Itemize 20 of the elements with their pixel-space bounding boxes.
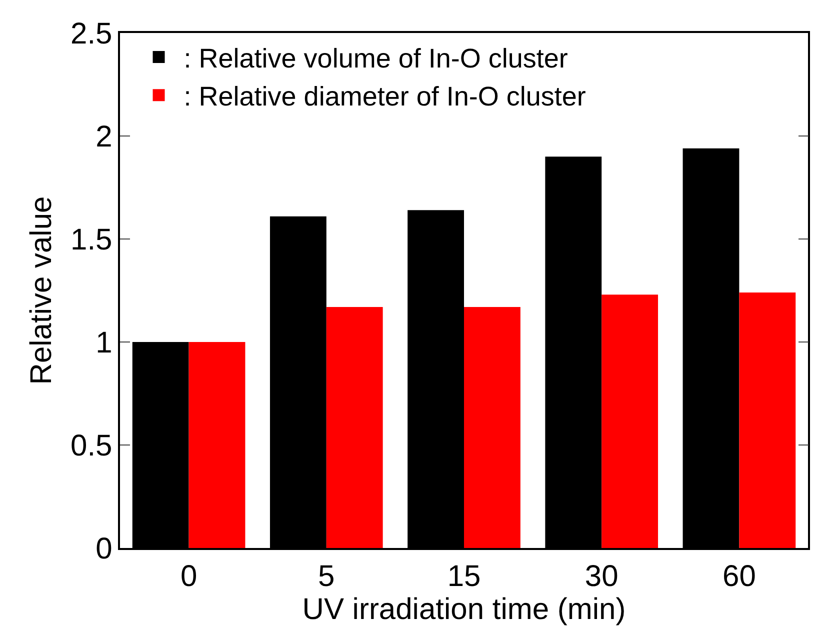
x-tick-label: 5 xyxy=(318,560,335,593)
x-tick-label: 15 xyxy=(447,560,481,593)
x-tick-label: 30 xyxy=(584,560,618,593)
legend-label: : Relative diameter of In-O cluster xyxy=(184,82,586,112)
bar xyxy=(739,292,796,548)
y-tick-label: 0.5 xyxy=(70,430,112,462)
x-tick-label: 0 xyxy=(180,560,198,593)
legend-label: : Relative volume of In-O cluster xyxy=(184,44,568,74)
y-tick-label: 1 xyxy=(96,326,112,360)
y-tick-label: 2.5 xyxy=(70,18,112,50)
x-axis-title: UV irradiation time (min) xyxy=(302,592,626,626)
y-tick-label: 2 xyxy=(96,120,112,154)
bar xyxy=(464,306,520,548)
y-axis-title: Relative value xyxy=(25,196,58,385)
y-tick-label: 1.5 xyxy=(70,224,112,256)
x-tick-label: 60 xyxy=(722,560,756,593)
bar xyxy=(188,342,246,548)
bar xyxy=(602,294,658,548)
y-tick-label: 0 xyxy=(96,532,112,566)
bar xyxy=(326,306,383,548)
